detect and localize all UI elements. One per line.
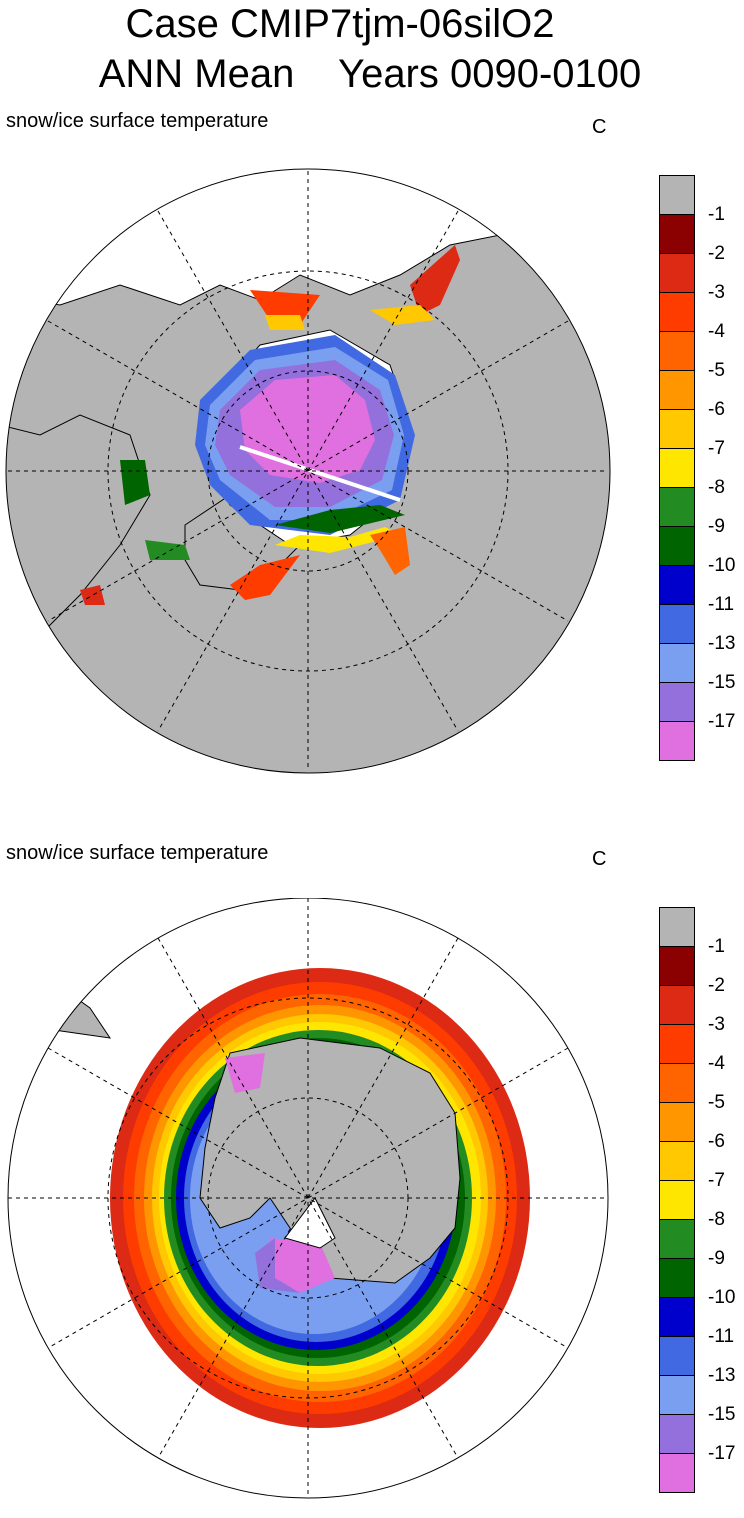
panel-north-units: C xyxy=(592,116,607,138)
north-polar-map xyxy=(5,168,611,774)
south-colorbar-swatch xyxy=(659,1336,695,1376)
north-colorbar-swatch xyxy=(659,643,695,683)
south-colorbar-label: -5 xyxy=(708,1092,725,1113)
south-colorbar-label: -11 xyxy=(708,1326,735,1347)
north-colorbar-label: -6 xyxy=(708,399,725,420)
south-colorbar-swatch xyxy=(659,1375,695,1415)
south-colorbar-label: -10 xyxy=(708,1287,736,1308)
south-colorbar-swatch xyxy=(659,946,695,986)
south-colorbar-swatch xyxy=(659,1258,695,1298)
figure-title-line2: ANN Mean Years 0090-0100 xyxy=(98,52,642,96)
north-colorbar-swatch xyxy=(659,604,695,644)
north-colorbar-label: -15 xyxy=(708,672,736,693)
north-colorbar-swatch xyxy=(659,292,695,332)
north-colorbar-swatch xyxy=(659,721,695,761)
south-colorbar-label: -1 xyxy=(708,936,725,957)
north-colorbar-label: -13 xyxy=(708,633,736,654)
north-colorbar-label: -9 xyxy=(708,516,725,537)
north-colorbar-swatch xyxy=(659,448,695,488)
north-colorbar-label: -17 xyxy=(708,711,736,732)
north-colorbar-swatch xyxy=(659,175,695,215)
south-colorbar-label: -9 xyxy=(708,1248,725,1269)
north-colorbar-swatch xyxy=(659,565,695,605)
north-colorbar-label: -8 xyxy=(708,477,725,498)
south-colorbar-swatch xyxy=(659,1453,695,1493)
south-colorbar-swatch xyxy=(659,985,695,1025)
north-colorbar-label: -10 xyxy=(708,555,736,576)
south-colorbar-swatch xyxy=(659,1024,695,1064)
north-colorbar-label: -5 xyxy=(708,360,725,381)
north-colorbar-swatch xyxy=(659,487,695,527)
north-colorbar-label: -3 xyxy=(708,282,725,303)
south-colorbar-swatch xyxy=(659,1180,695,1220)
north-colorbar-label: -11 xyxy=(708,594,735,615)
south-colorbar-label: -15 xyxy=(708,1404,736,1425)
figure-title-line1: Case CMIP7tjm-06silO2 xyxy=(125,2,555,46)
south-colorbar-label: -6 xyxy=(708,1131,725,1152)
south-colorbar-swatch xyxy=(659,1297,695,1337)
south-colorbar-label: -8 xyxy=(708,1209,725,1230)
north-colorbar-swatch xyxy=(659,253,695,293)
south-colorbar-label: -3 xyxy=(708,1014,725,1035)
south-colorbar-label: -13 xyxy=(708,1365,736,1386)
north-colorbar-swatch xyxy=(659,526,695,566)
north-colorbar-label: -1 xyxy=(708,204,725,225)
north-colorbar-label: -2 xyxy=(708,243,725,264)
south-colorbar-swatch xyxy=(659,1102,695,1142)
north-colorbar-swatch xyxy=(659,331,695,371)
south-colorbar-swatch xyxy=(659,1063,695,1103)
south-colorbar-label: -17 xyxy=(708,1443,736,1464)
north-colorbar-swatch xyxy=(659,214,695,254)
north-colorbar-label: -7 xyxy=(708,438,725,459)
south-colorbar-label: -4 xyxy=(708,1053,725,1074)
south-colorbar-swatch xyxy=(659,1219,695,1259)
south-colorbar-label: -2 xyxy=(708,975,725,996)
panel-north-label: snow/ice surface temperature xyxy=(6,110,269,132)
south-colorbar-swatch xyxy=(659,1141,695,1181)
south-polar-map xyxy=(7,898,609,1499)
panel-south-units: C xyxy=(592,848,607,870)
panel-south-label: snow/ice surface temperature xyxy=(6,842,269,864)
north-colorbar-swatch xyxy=(659,409,695,449)
south-colorbar-label: -7 xyxy=(708,1170,725,1191)
north-colorbar-swatch xyxy=(659,682,695,722)
south-colorbar-swatch xyxy=(659,907,695,947)
south-colorbar-swatch xyxy=(659,1414,695,1454)
north-colorbar-label: -4 xyxy=(708,321,725,342)
north-colorbar-swatch xyxy=(659,370,695,410)
